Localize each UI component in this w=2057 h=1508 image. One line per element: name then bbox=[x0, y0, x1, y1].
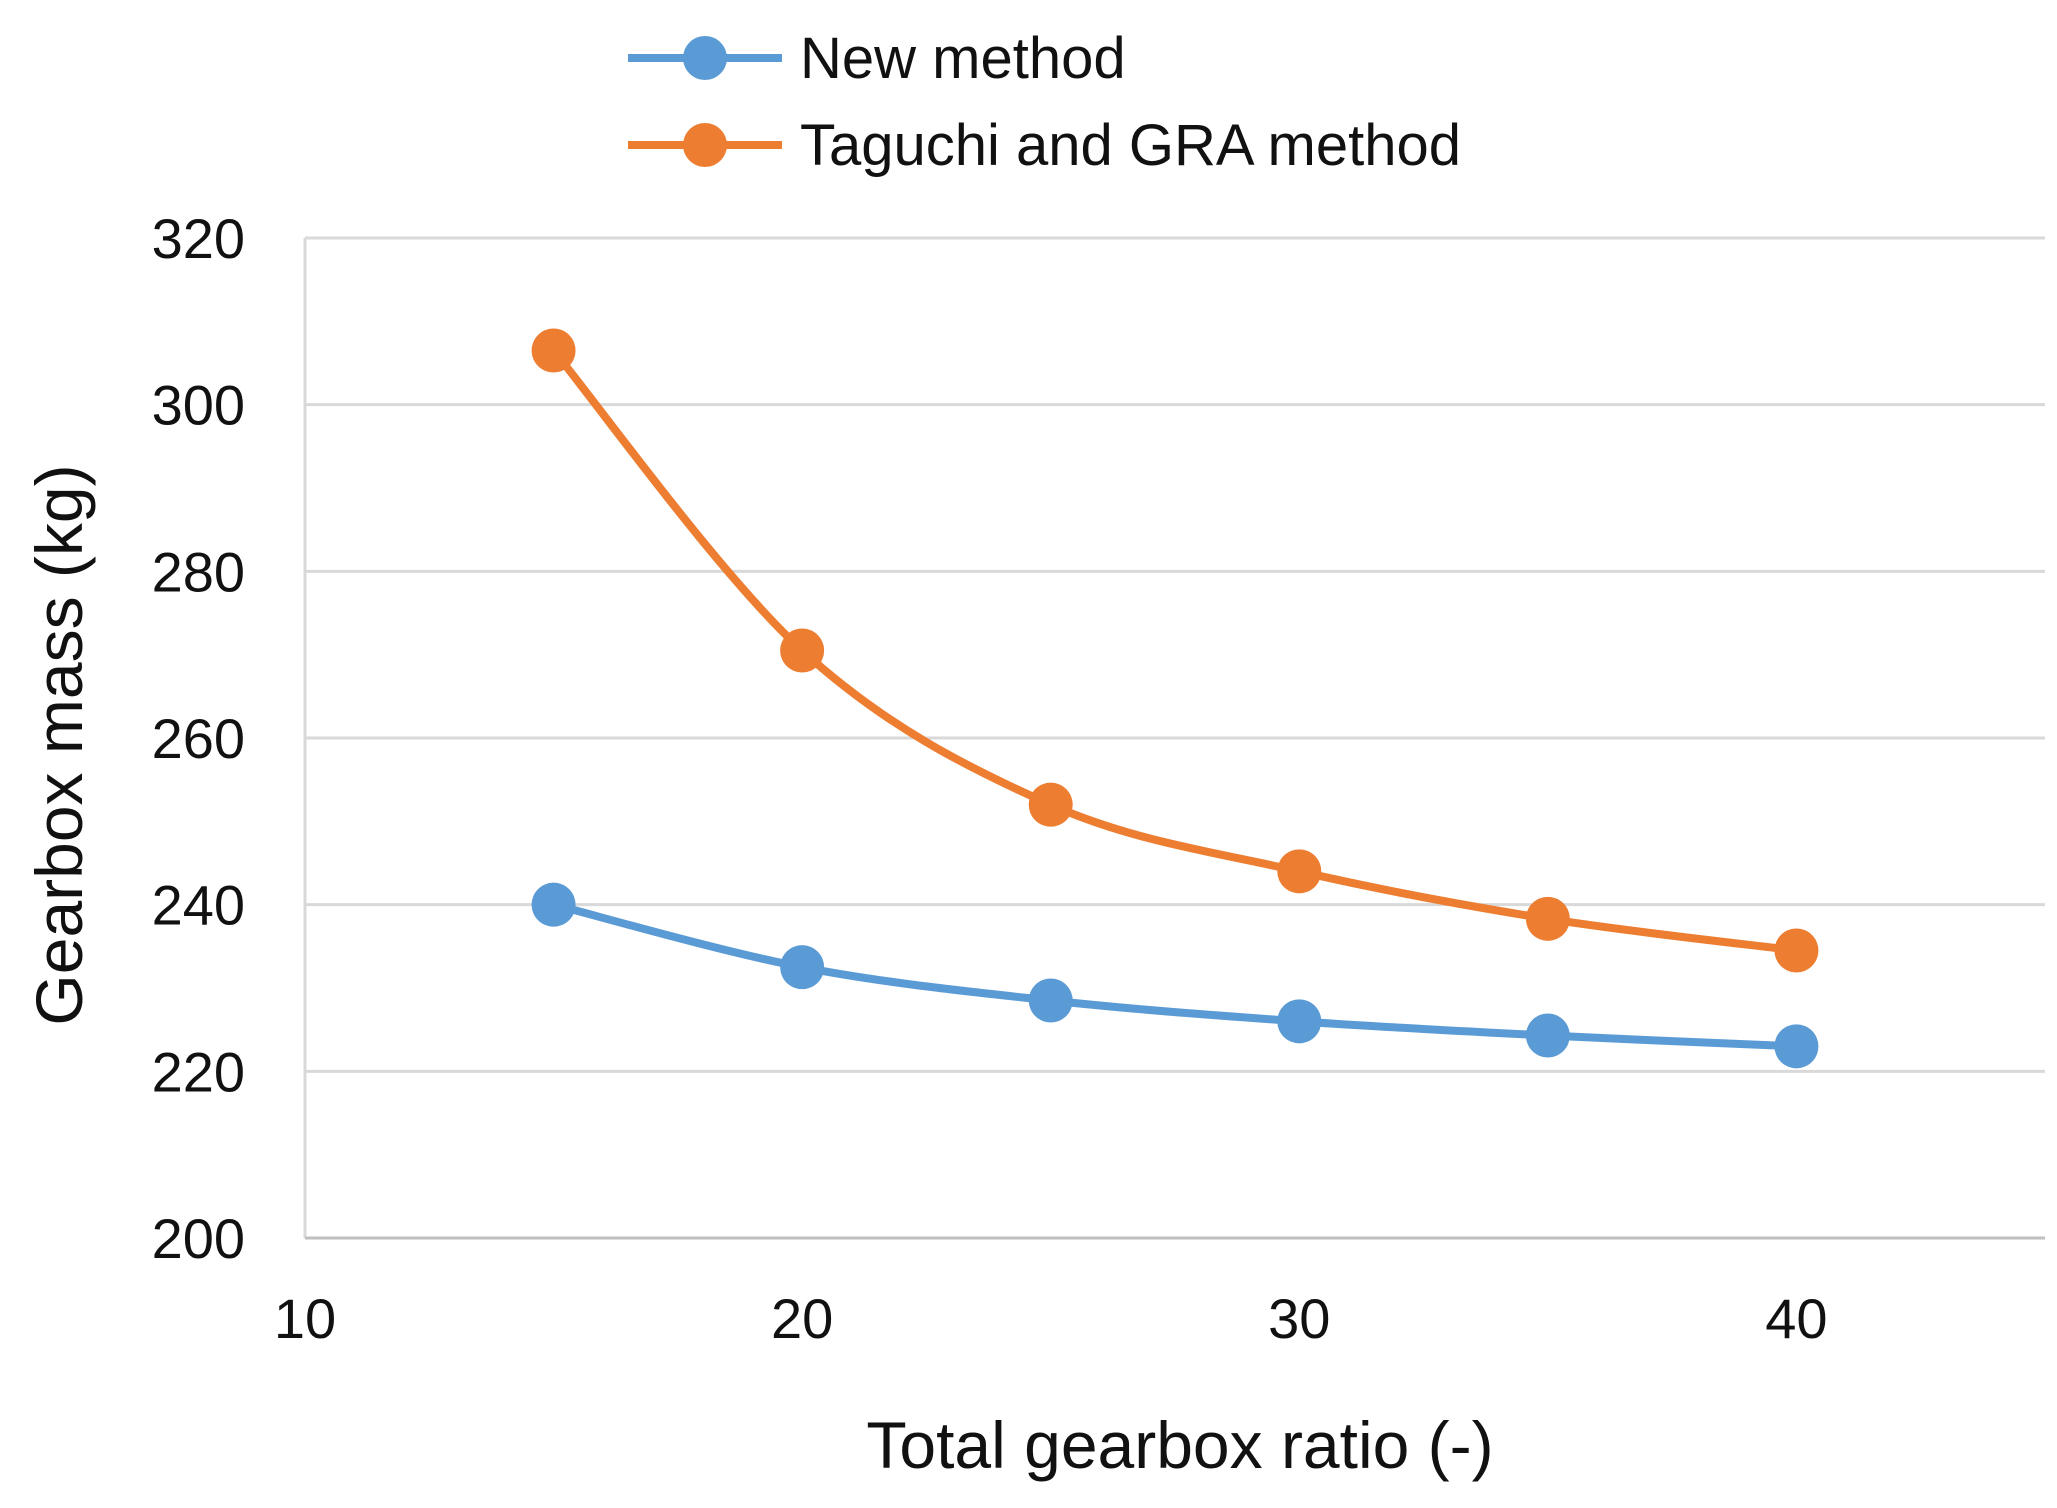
y-tick-label: 300 bbox=[152, 374, 245, 437]
series-group bbox=[531, 328, 1819, 1069]
data-point-taguchi-and-gra-method bbox=[780, 628, 825, 673]
y-tick-label: 200 bbox=[152, 1207, 245, 1270]
y-tick-label: 220 bbox=[152, 1040, 245, 1103]
data-point-new-method bbox=[1525, 1013, 1570, 1058]
legend-item-new-method: New method bbox=[628, 26, 1126, 91]
legend-marker-swatch bbox=[683, 123, 727, 167]
data-point-taguchi-and-gra-method bbox=[1525, 896, 1570, 941]
y-tick-label: 240 bbox=[152, 874, 245, 937]
axes: 200 220 240 260 280 300 320 10 20 30 40 bbox=[152, 207, 2045, 1350]
data-point-new-method bbox=[1277, 999, 1322, 1044]
axis-titles: Total gearbox ratio (-) Gearbox mass (kg… bbox=[22, 464, 1494, 1482]
legend: New method Taguchi and GRA method bbox=[628, 26, 1461, 178]
x-tick-label: 40 bbox=[1765, 1287, 1827, 1350]
series-line-new-method bbox=[549, 900, 1801, 1051]
legend-marker-swatch bbox=[683, 36, 727, 80]
data-point-new-method bbox=[1774, 1024, 1819, 1069]
y-tick-label: 280 bbox=[152, 540, 245, 603]
x-tick-label: 20 bbox=[771, 1287, 833, 1350]
y-tick-label: 260 bbox=[152, 707, 245, 770]
series-line-taguchi-and-gra-method bbox=[549, 346, 1801, 955]
x-axis-title: Total gearbox ratio (-) bbox=[866, 1408, 1493, 1482]
data-point-new-method bbox=[1028, 978, 1073, 1023]
data-point-new-method bbox=[531, 882, 576, 927]
data-point-taguchi-and-gra-method bbox=[1774, 928, 1819, 973]
y-tick-label: 320 bbox=[152, 207, 245, 270]
legend-label: Taguchi and GRA method bbox=[800, 113, 1461, 178]
data-point-taguchi-and-gra-method bbox=[1277, 849, 1322, 894]
data-point-taguchi-and-gra-method bbox=[1028, 782, 1073, 827]
y-axis-title: Gearbox mass (kg) bbox=[22, 464, 96, 1025]
x-tick-label: 30 bbox=[1268, 1287, 1330, 1350]
x-tick-label: 10 bbox=[274, 1287, 336, 1350]
legend-label: New method bbox=[800, 26, 1126, 91]
data-point-new-method bbox=[780, 945, 825, 990]
data-point-taguchi-and-gra-method bbox=[531, 328, 576, 373]
legend-item-taguchi-and-gra-method: Taguchi and GRA method bbox=[628, 113, 1461, 178]
